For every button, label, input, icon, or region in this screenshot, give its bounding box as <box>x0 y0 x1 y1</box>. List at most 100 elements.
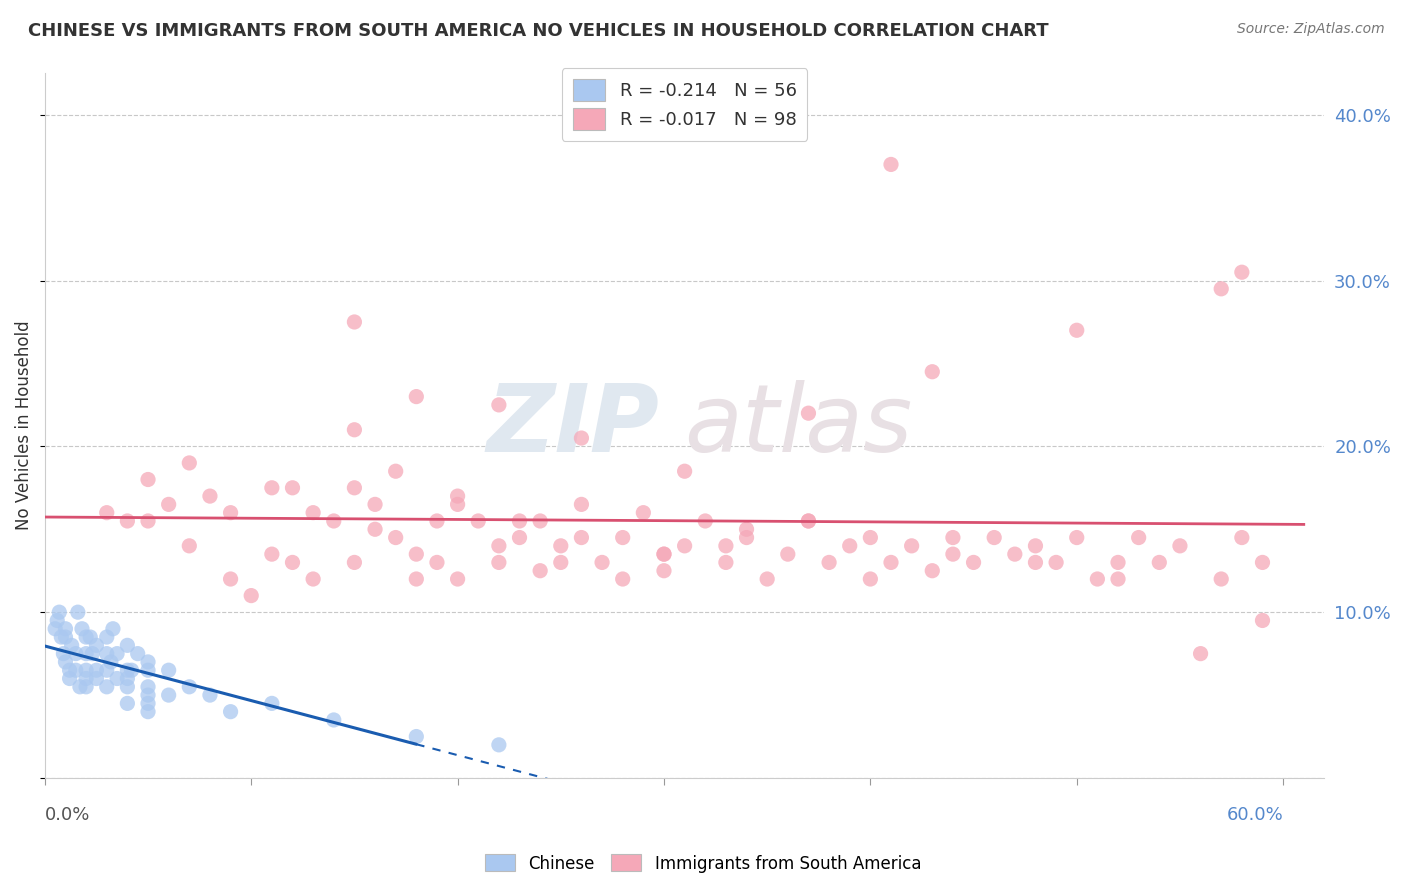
Point <box>46 614 69 628</box>
Point <box>695 514 717 528</box>
Legend: R = -0.214   N = 56, R = -0.017   N = 98: R = -0.214 N = 56, R = -0.017 N = 98 <box>562 68 807 141</box>
Point <box>96 506 118 520</box>
Point <box>1128 531 1150 545</box>
Point <box>136 514 159 528</box>
Point <box>69 680 91 694</box>
Point <box>488 738 510 752</box>
Point <box>281 556 304 570</box>
Point <box>550 556 572 570</box>
Point <box>179 456 201 470</box>
Point <box>405 572 427 586</box>
Point <box>117 638 139 652</box>
Point <box>127 647 149 661</box>
Point <box>652 564 675 578</box>
Point <box>983 531 1005 545</box>
Point <box>797 514 820 528</box>
Point <box>55 630 77 644</box>
Point <box>426 556 449 570</box>
Point <box>136 473 159 487</box>
Point <box>529 564 551 578</box>
Point <box>797 514 820 528</box>
Point <box>117 663 139 677</box>
Point <box>60 638 83 652</box>
Point <box>467 514 489 528</box>
Point <box>136 655 159 669</box>
Point <box>1211 282 1233 296</box>
Legend: Chinese, Immigrants from South America: Chinese, Immigrants from South America <box>478 847 928 880</box>
Point <box>673 464 696 478</box>
Point <box>260 547 283 561</box>
Point <box>446 497 468 511</box>
Point <box>75 680 97 694</box>
Point <box>219 506 242 520</box>
Point <box>859 531 882 545</box>
Point <box>1230 531 1253 545</box>
Point <box>117 680 139 694</box>
Point <box>735 531 758 545</box>
Point <box>714 556 737 570</box>
Point <box>550 539 572 553</box>
Point <box>1168 539 1191 553</box>
Point <box>65 647 87 661</box>
Point <box>55 622 77 636</box>
Point <box>1107 572 1129 586</box>
Point <box>612 531 634 545</box>
Point <box>633 506 655 520</box>
Point <box>714 539 737 553</box>
Point <box>86 638 108 652</box>
Point <box>117 697 139 711</box>
Point <box>75 672 97 686</box>
Point <box>1251 614 1274 628</box>
Y-axis label: No Vehicles in Household: No Vehicles in Household <box>15 321 32 531</box>
Point <box>1230 265 1253 279</box>
Point <box>96 630 118 644</box>
Point <box>82 647 104 661</box>
Point <box>117 672 139 686</box>
Point <box>343 481 366 495</box>
Point <box>121 663 143 677</box>
Point <box>136 705 159 719</box>
Point <box>921 564 943 578</box>
Point <box>735 522 758 536</box>
Point <box>859 572 882 586</box>
Point <box>322 713 344 727</box>
Point <box>59 672 82 686</box>
Point <box>343 423 366 437</box>
Point <box>1085 572 1108 586</box>
Point <box>55 655 77 669</box>
Point <box>776 547 799 561</box>
Point <box>426 514 449 528</box>
Point <box>921 365 943 379</box>
Point <box>1189 647 1212 661</box>
Point <box>44 622 66 636</box>
Point <box>136 663 159 677</box>
Point <box>384 464 406 478</box>
Point <box>117 514 139 528</box>
Point <box>48 605 70 619</box>
Point <box>96 647 118 661</box>
Point <box>157 663 180 677</box>
Point <box>302 506 325 520</box>
Point <box>405 730 427 744</box>
Point <box>59 663 82 677</box>
Point <box>818 556 841 570</box>
Point <box>136 688 159 702</box>
Point <box>105 647 128 661</box>
Point <box>673 539 696 553</box>
Point <box>52 647 75 661</box>
Point <box>488 398 510 412</box>
Point <box>962 556 984 570</box>
Point <box>343 315 366 329</box>
Point <box>1024 539 1046 553</box>
Point <box>571 531 593 545</box>
Point <box>571 497 593 511</box>
Point <box>488 556 510 570</box>
Point <box>1066 323 1088 337</box>
Point <box>198 489 221 503</box>
Point <box>405 547 427 561</box>
Point <box>1107 556 1129 570</box>
Point <box>384 531 406 545</box>
Point <box>571 431 593 445</box>
Point <box>157 497 180 511</box>
Point <box>66 605 89 619</box>
